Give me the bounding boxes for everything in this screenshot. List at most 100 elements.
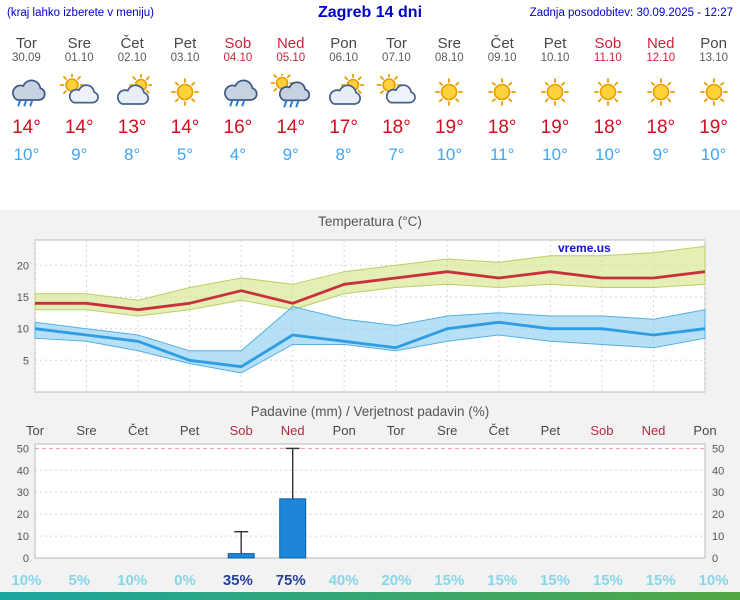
precip-probability: 15% [645,571,676,589]
day-date: 13.10 [699,52,728,64]
temperature-chart-title: Temperatura (°C) [318,214,422,229]
watermark-vreme-us[interactable]: vreme.us [558,241,611,255]
last-updated: Zadnja posodobitev: 30.09.2025 - 12:27 [529,7,733,19]
day-date: 11.10 [593,52,622,64]
day-column-ned-05.10[interactable]: Ned 05.10 14° 9° [264,30,317,170]
page-title: Zagreb 14 dni [317,4,423,21]
precip-probability: 10% [698,571,729,589]
day-column-tor-30.09[interactable]: Tor 30.09 14° 10° [0,30,53,170]
day-max-temp: 18° [382,117,411,138]
day-name: Sob [594,35,622,52]
day-min-temp: 10° [542,145,568,164]
day-column-tor-07.10[interactable]: Tor 07.10 18° 7° [370,30,423,170]
day-name: Sre [437,35,461,52]
day-max-temp: 18° [593,117,623,138]
precip-probability: 15% [434,571,465,589]
header: (kraj lahko izberete v meniju) Zagreb 14… [0,0,740,30]
precip-probability: 35% [222,571,253,589]
day-date: 01.10 [64,52,94,64]
precip-day-label: Sob [230,423,253,438]
day-max-temp: 19° [540,117,570,138]
day-column-sre-08.10[interactable]: Sre 08.10 19° 10° [423,30,476,170]
precip-bar [227,553,255,559]
day-min-temp: 9° [282,145,299,164]
svg-text:50: 50 [712,443,724,455]
day-max-temp: 14° [276,117,306,138]
day-column-pet-10.10[interactable]: Pet 10.10 19° 10° [529,30,582,170]
day-name: Sre [67,35,91,52]
sunny-icon [476,68,529,116]
menu-hint: (kraj lahko izberete v meniju) [7,7,155,19]
precip-probability: 75% [275,571,306,589]
rain-icon [211,68,264,116]
day-column-čet-09.10[interactable]: Čet 09.10 18° 11° [476,30,529,170]
day-date: 07.10 [382,52,411,64]
precip-probability: 40% [328,571,359,589]
day-max-temp: 17° [329,117,358,138]
day-column-sre-01.10[interactable]: Sre 01.10 14° 9° [53,30,106,170]
sunny-icon [581,68,634,116]
precip-probability: 15% [487,571,518,589]
day-column-sob-11.10[interactable]: Sob 11.10 18° 10° [581,30,634,170]
day-date: 06.10 [329,52,358,64]
tmin-band [34,305,706,374]
day-min-temp: 9° [652,145,669,164]
day-date: 09.10 [487,52,517,64]
day-name: Pet [173,35,197,52]
temperature-chart: 5 10 15 20 vreme.us [17,239,706,393]
day-date: 05.10 [276,52,306,64]
precip-probability: 10% [11,571,42,589]
svg-text:40: 40 [712,465,724,477]
day-min-temp: 8° [124,145,141,164]
day-min-temp: 11° [489,145,515,164]
day-max-temp: 14° [64,117,94,138]
mostly-cloudy-icon [106,68,159,116]
svg-text:10: 10 [712,531,724,543]
day-name: Sob [224,35,252,52]
svg-text:30: 30 [17,487,29,499]
precip-day-label: Ned [281,423,305,438]
svg-text:40: 40 [17,465,29,477]
day-name: Tor [386,35,407,52]
day-column-ned-12.10[interactable]: Ned 12.10 18° 9° [634,30,687,170]
day-column-pon-13.10[interactable]: Pon 13.10 19° 10° [687,30,740,170]
rain-sun-icon [264,68,317,116]
sunny-icon [634,68,687,116]
day-min-temp: 7° [388,145,405,164]
precip-prob-row: 10% 5% 10% 0% 35% 75% 40% 20% 15% 15% 15% 15% 15% 10% [0,568,740,592]
precip-probability: 15% [540,571,571,589]
day-column-pet-03.10[interactable]: Pet 03.10 14° 5° [159,30,212,170]
precipitation-chart: Tor Sre Čet Pet Sob Ned Pon Tor Sre Čet Pet Sob Ned P… [17,423,725,565]
day-column-pon-06.10[interactable]: Pon 06.10 17° 8° [317,30,370,170]
svg-text:20: 20 [17,260,29,272]
precip-day-label: Pon [693,423,716,438]
day-min-temp: 10° [13,145,40,164]
day-column-sob-04.10[interactable]: Sob 04.10 16° 4° [211,30,264,170]
day-date: 12.10 [646,52,676,64]
svg-text:10: 10 [17,324,29,336]
tmax-line [35,270,706,312]
day-min-temp: 9° [71,145,88,164]
precip-day-label: Sre [76,423,96,438]
precip-probability: 10% [117,571,148,589]
svg-text:50: 50 [17,443,29,455]
precip-probability: 15% [592,571,623,589]
precip-probability: 0% [174,571,196,589]
sunny-icon [529,68,582,116]
day-date: 02.10 [117,52,147,64]
precip-day-label: Pet [541,423,561,438]
day-name: Tor [16,35,37,52]
day-min-temp: 4° [229,145,246,164]
day-column-čet-02.10[interactable]: Čet 02.10 13° 8° [106,30,159,170]
day-date: 04.10 [223,52,253,64]
tmin-line [34,320,706,369]
precip-day-label: Čet [128,423,149,438]
precip-day-label: Pon [333,423,356,438]
precip-probability: 5% [68,571,91,589]
svg-text:20: 20 [712,509,724,521]
charts-section: Temperatura (°C) 5 10 15 20 vreme.us Padavin… [0,210,740,592]
svg-text:15: 15 [17,292,29,304]
day-name: Pon [330,35,357,52]
rain-icon [0,68,53,116]
day-min-temp: 10° [436,145,463,164]
